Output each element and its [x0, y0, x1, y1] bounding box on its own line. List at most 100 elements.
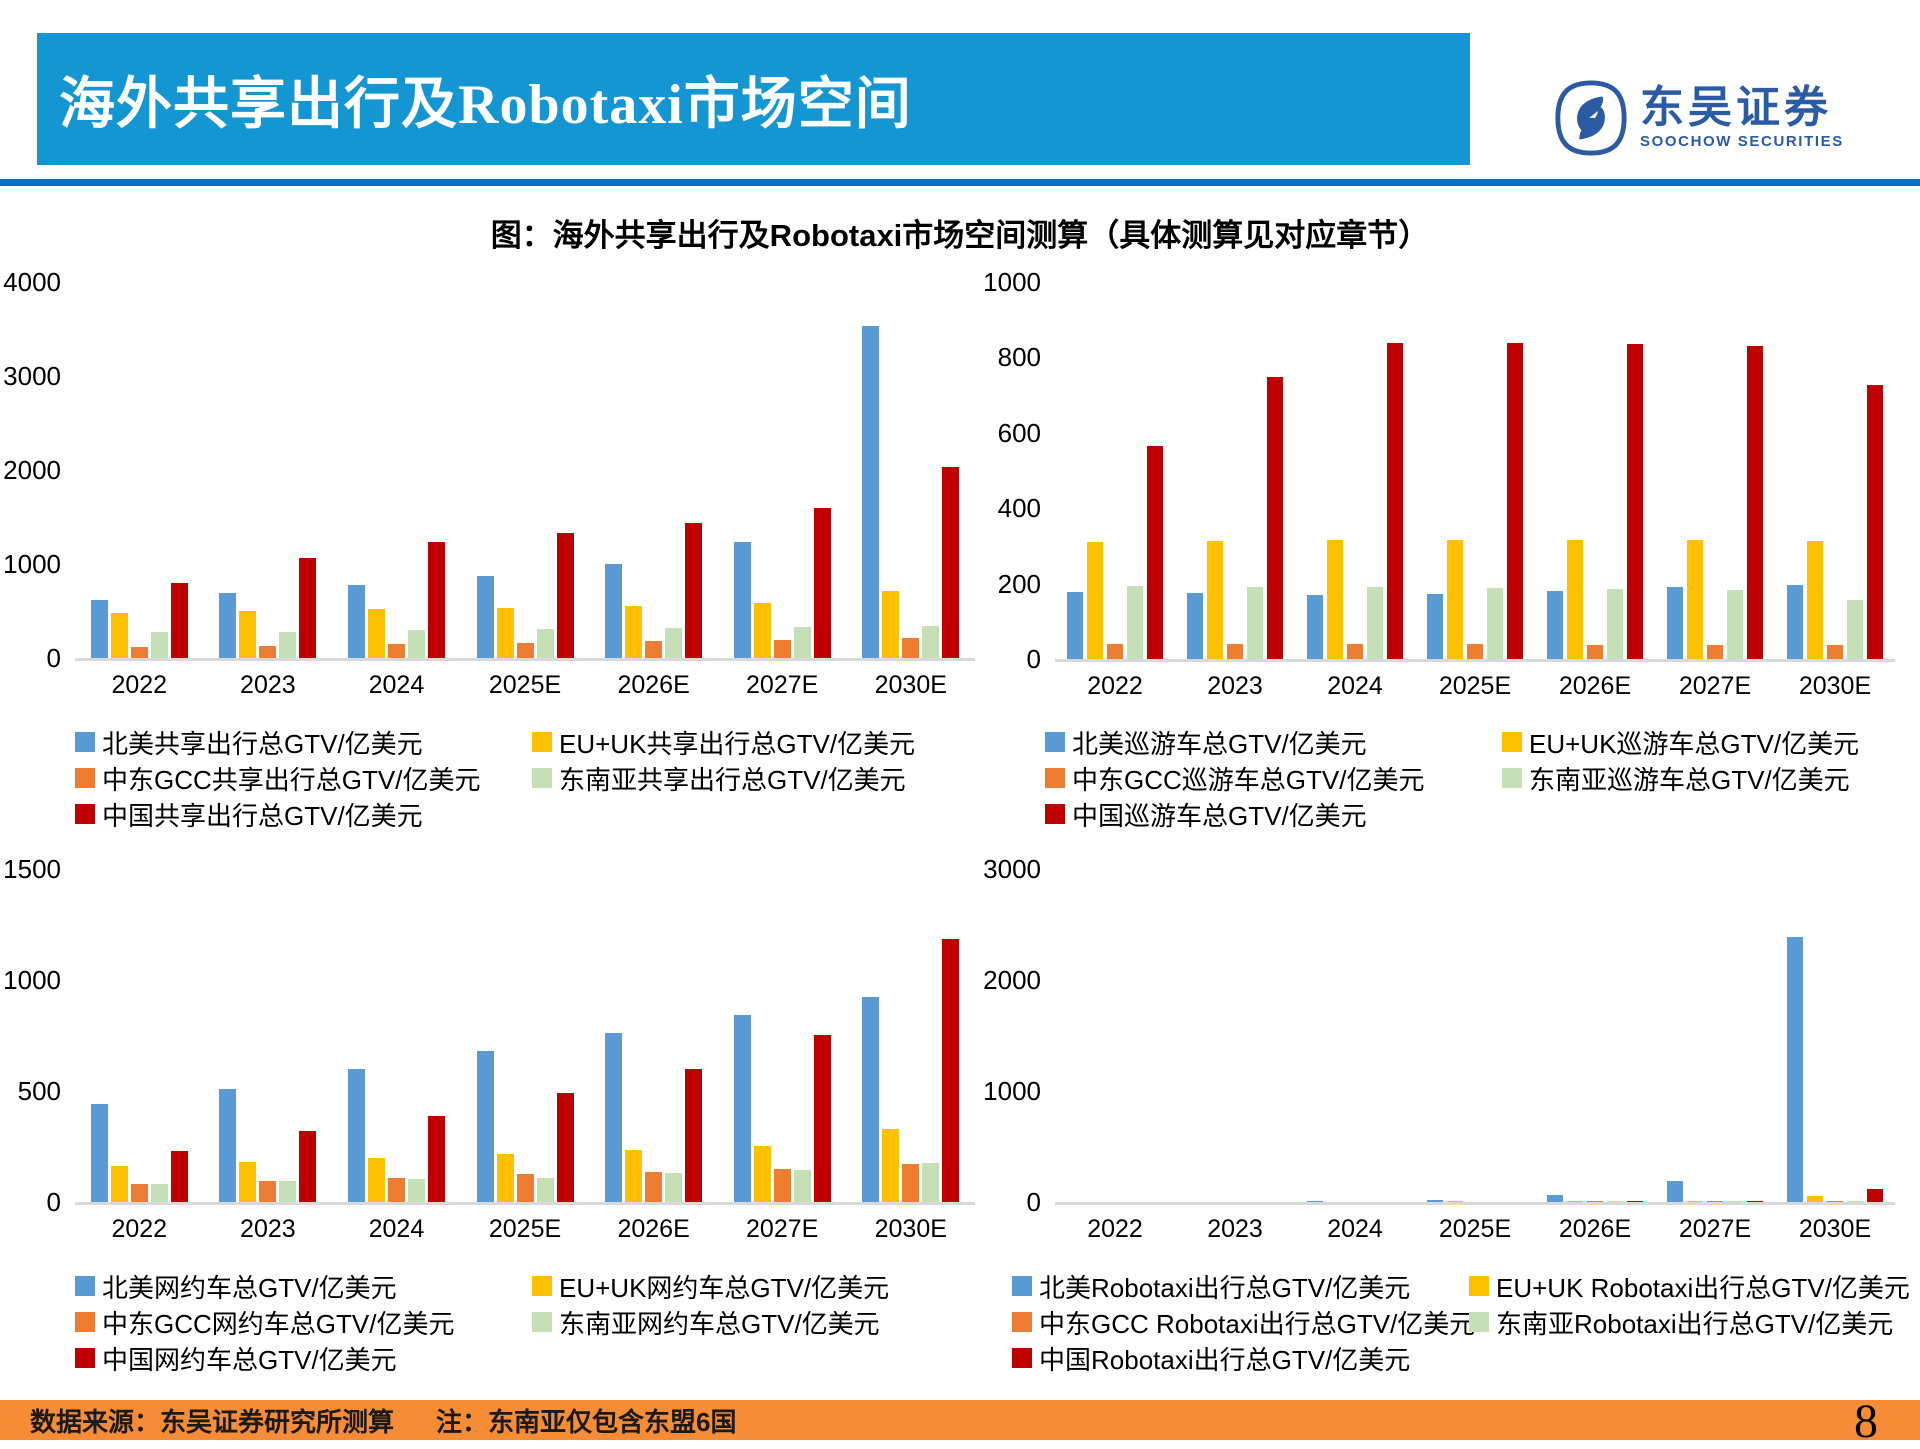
bar	[1607, 1200, 1623, 1202]
figure-title: 图：海外共享出行及Robotaxi市场空间测算（具体测算见对应章节）	[490, 218, 1430, 253]
bar-group-2024	[1295, 869, 1415, 1202]
bar	[1067, 591, 1083, 659]
bar	[753, 603, 771, 658]
y-tick-label: 2000	[983, 965, 1041, 995]
chart-shared-mobility-gtv: 0 1000 2000 3000 4000 2022 2023 2024 2025E 2026E 2…	[0, 267, 975, 742]
legend-label: 中东GCC网约车总GTV/亿美元	[102, 1308, 455, 1339]
bar	[1627, 1200, 1643, 1202]
legend-item: 中东GCC网约车总GTV/亿美元	[75, 1304, 532, 1340]
x-tick-label: 2027E	[1678, 1215, 1752, 1243]
bar	[645, 1171, 663, 1202]
bar	[170, 583, 188, 658]
bar	[922, 626, 940, 658]
legend-item: 中国Robotaxi出行总GTV/亿美元	[1012, 1340, 1469, 1376]
bar	[625, 605, 643, 658]
bar-group-2026E	[589, 869, 718, 1202]
bar	[516, 642, 534, 658]
legend-column: EU+UK共享出行总GTV/亿美元 东南亚共享出行总GTV/亿美元	[532, 724, 915, 832]
legend-swatch-icon	[1502, 768, 1522, 788]
page-title-prefix: 海外共享出行及	[59, 71, 458, 135]
legend-swatch-icon	[532, 768, 552, 788]
bar	[793, 1170, 811, 1202]
bar	[367, 1157, 385, 1202]
x-tick-label: 2030E	[874, 1215, 947, 1243]
header-banner: 海外共享出行及Robotaxi市场空间	[37, 33, 1470, 165]
x-tick-label: 2030E	[874, 671, 947, 699]
x-axis: 2022 2023 2024 2025E 2026E 2027E 2030E	[1055, 1205, 1895, 1244]
bar-group-2022	[1055, 282, 1175, 659]
plot-area	[1055, 869, 1895, 1205]
y-tick-label: 1500	[3, 854, 61, 884]
bar	[407, 1178, 425, 1202]
bar-group-2030E	[846, 869, 975, 1202]
legend-item: 中东GCC巡游车总GTV/亿美元	[1045, 760, 1502, 796]
bar	[753, 1145, 771, 1202]
y-tick-label: 1000	[983, 1076, 1041, 1106]
legend-swatch-icon	[75, 732, 95, 752]
legend-column: EU+UK Robotaxi出行总GTV/亿美元 东南亚Robotaxi出行总GT…	[1469, 1268, 1910, 1376]
bar	[1747, 1200, 1763, 1202]
bar	[902, 637, 920, 658]
bar	[773, 640, 791, 658]
x-tick-label: 2025E	[488, 671, 562, 699]
bar	[299, 557, 317, 658]
legend-label: 东南亚共享出行总GTV/亿美元	[559, 764, 906, 795]
bar-group-2027E	[1655, 282, 1775, 659]
bar	[1807, 541, 1823, 659]
footer-bar: 数据来源：东吴证券研究所测算 注：东南亚仅包含东盟6国 8	[0, 1395, 1920, 1448]
y-tick-label: 200	[997, 568, 1041, 599]
bar	[813, 508, 831, 658]
bar	[1227, 643, 1243, 659]
bar	[942, 467, 960, 658]
legend-item: 中国共享出行总GTV/亿美元	[75, 796, 532, 832]
bar	[1687, 539, 1703, 659]
legend-column: 北美巡游车总GTV/亿美元 中东GCC巡游车总GTV/亿美元 中国巡游车总GTV/亿…	[1045, 724, 1502, 832]
y-axis: 0 1000 2000 3000	[950, 854, 1055, 1217]
legend-label: EU+UK巡游车总GTV/亿美元	[1529, 728, 1860, 759]
bar-group-2024	[332, 282, 461, 658]
bar-group-2027E	[718, 282, 847, 658]
legend-label: 北美Robotaxi出行总GTV/亿美元	[1039, 1272, 1411, 1303]
bar	[259, 645, 277, 658]
y-tick-label: 1000	[3, 965, 61, 995]
x-tick-label: 2026E	[1558, 672, 1632, 700]
x-tick-label: 2030E	[1798, 672, 1872, 700]
bar	[942, 939, 960, 1202]
x-tick-label: 2022	[111, 1215, 168, 1243]
bar	[1707, 645, 1723, 659]
bar	[476, 576, 494, 658]
x-tick-label: 2026E	[617, 671, 690, 699]
bar	[1867, 384, 1883, 659]
bar	[427, 1115, 445, 1202]
legend-item: 北美Robotaxi出行总GTV/亿美元	[1012, 1268, 1469, 1304]
bar	[665, 628, 683, 658]
bar	[1087, 542, 1103, 659]
chart-taxi-gtv: 0 200 400 600 800 1000 2022 2023 2024 2025E 2026E 2…	[950, 267, 1895, 742]
x-tick-label: 2030E	[1798, 1215, 1872, 1243]
legend-label: 中国Robotaxi出行总GTV/亿美元	[1039, 1344, 1411, 1375]
bar	[902, 1164, 920, 1202]
bar	[90, 1104, 108, 1202]
x-tick-label: 2023	[240, 1215, 296, 1243]
bar-group-2022	[1055, 869, 1175, 1202]
bar-group-2030E	[1775, 869, 1895, 1202]
bar	[685, 523, 703, 658]
legend-label: EU+UK Robotaxi出行总GTV/亿美元	[1496, 1272, 1910, 1303]
bar	[516, 1173, 534, 1202]
legend-label: 中东GCC巡游车总GTV/亿美元	[1072, 764, 1425, 795]
bar	[150, 631, 168, 658]
bar	[1327, 539, 1343, 659]
legend-item: 中东GCC共享出行总GTV/亿美元	[75, 760, 532, 796]
x-axis: 2022 2023 2024 2025E 2026E 2027E 2030E	[1055, 662, 1895, 701]
x-tick-label: 2023	[1207, 672, 1263, 700]
y-tick-label: 800	[997, 342, 1041, 373]
bar	[1347, 643, 1363, 659]
x-axis: 2022 2023 2024 2025E 2026E 2027E 2030E	[75, 1205, 975, 1244]
bar-group-2026E	[1535, 282, 1655, 659]
bar	[150, 1183, 168, 1202]
page-title: 海外共享出行及Robotaxi市场空间	[37, 59, 912, 140]
legend-item: 中国网约车总GTV/亿美元	[75, 1340, 532, 1376]
bar	[1107, 643, 1123, 659]
bar	[1447, 1200, 1463, 1202]
logo-text: 东吴证券 SOOCHOW SECURITIES	[1640, 84, 1844, 152]
